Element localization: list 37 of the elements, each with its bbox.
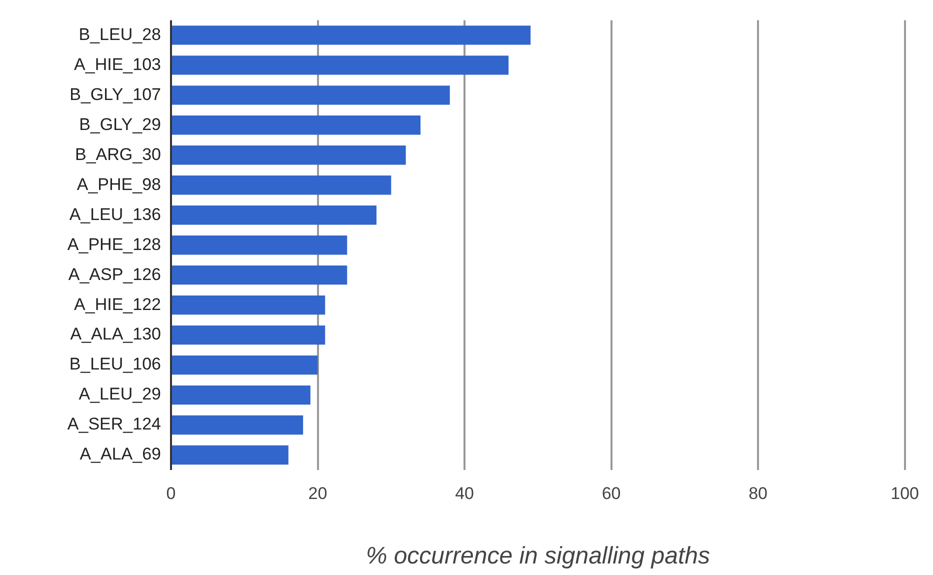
y-tick-label: A_HIE_122 [74, 294, 161, 314]
y-tick-label: A_ASP_126 [68, 264, 161, 284]
y-tick-label: B_GLY_107 [70, 84, 161, 104]
x-tick-label: 0 [166, 484, 176, 503]
y-tick-label: A_PHE_128 [67, 234, 161, 254]
bar [172, 56, 509, 75]
bar [172, 415, 304, 435]
bar [172, 206, 376, 225]
x-tick-label: 80 [748, 484, 768, 503]
y-tick-label: B_ARG_30 [75, 144, 161, 164]
y-tick-label: A_PHE_98 [76, 174, 161, 194]
y-tick-label: A_ALA_130 [70, 324, 161, 344]
x-axis-title: % occurrence in signalling paths [366, 542, 710, 570]
bar [172, 295, 326, 315]
bar [172, 146, 406, 165]
x-tick-label: 100 [890, 484, 920, 503]
y-tick-label: A_LEU_29 [78, 384, 161, 404]
bar [172, 116, 420, 135]
bar [172, 176, 392, 195]
y-tick-label: A_HIE_103 [74, 54, 161, 74]
y-tick-label: B_LEU_106 [69, 354, 161, 374]
x-tick-label: 60 [602, 484, 621, 503]
y-tick-label: B_LEU_28 [78, 24, 161, 44]
y-tick-label: A_SER_124 [67, 414, 161, 434]
y-tick-label: A_ALA_69 [80, 444, 161, 464]
bar [172, 236, 348, 255]
bar [172, 265, 348, 285]
bar [172, 86, 450, 105]
bar [172, 325, 326, 345]
bar [172, 26, 531, 45]
bar [172, 445, 288, 465]
x-tick-label: 20 [308, 484, 328, 503]
bar [172, 385, 310, 405]
y-tick-label: B_GLY_29 [79, 114, 161, 134]
x-tick-label: 40 [455, 484, 474, 503]
bar [172, 355, 318, 375]
y-tick-label: A_LEU_136 [69, 204, 161, 224]
